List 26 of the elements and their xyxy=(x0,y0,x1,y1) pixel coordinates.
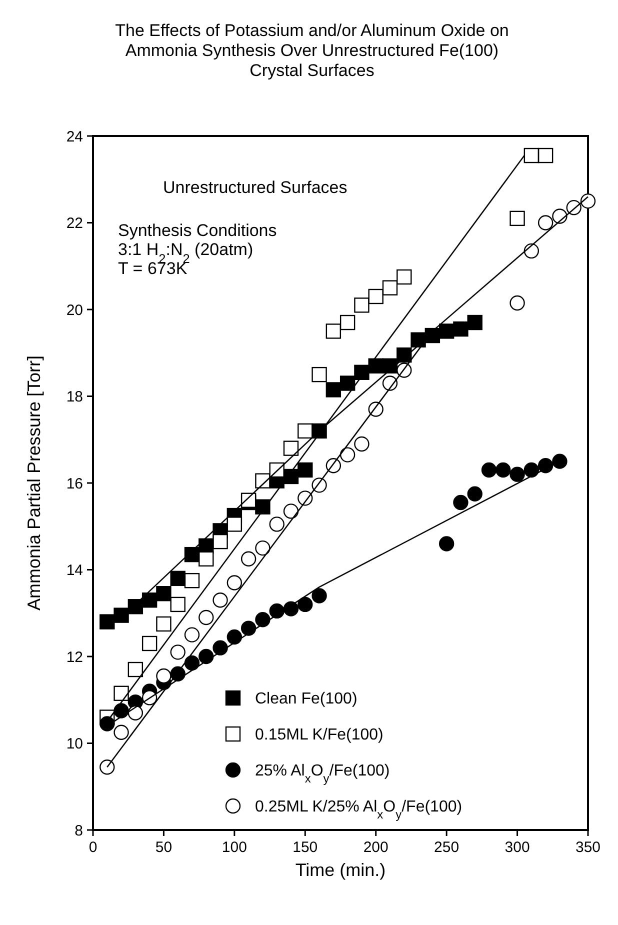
x-tick-label: 0 xyxy=(88,839,98,856)
y-tick-label: 14 xyxy=(66,562,83,579)
y-axis-title: Ammonia Partial Pressure [Torr] xyxy=(24,355,44,611)
y-tick-label: 8 xyxy=(74,822,83,840)
x-tick-label: 350 xyxy=(575,839,601,856)
y-tick-label: 20 xyxy=(66,302,83,319)
x-tick-label: 50 xyxy=(155,839,172,856)
x-tick-label: 100 xyxy=(222,839,247,856)
y-tick-label: 24 xyxy=(66,128,83,146)
chart-title: The Effects of Potassium and/or Aluminum Oxide on Ammonia Synthesis Over Unrestructured Fe(100) Crystal Surfaces xyxy=(115,21,509,80)
x-axis-title: Time (min.) xyxy=(295,860,386,880)
legend-label: 25% Al$_{x}$O$_{y}$/Fe(100) xyxy=(255,762,390,786)
legend-label: 0.15ML K/Fe(100) xyxy=(255,726,384,744)
y-tick-label: 12 xyxy=(66,648,83,666)
y-tick-label: 10 xyxy=(66,736,83,752)
x-tick-label: 300 xyxy=(504,839,530,856)
y-tick-label: 18 xyxy=(66,388,83,406)
x-tick-label: 200 xyxy=(363,839,388,856)
legend-label: 0.25ML K/25% Al$_{x}$O$_{y}$/Fe(100) xyxy=(255,798,462,822)
x-tick-label: 150 xyxy=(292,839,318,856)
annotation: Synthesis Conditions xyxy=(118,221,277,240)
annotation: Unrestructured Surfaces xyxy=(163,178,348,197)
legend-label: Clean Fe(100) xyxy=(255,690,358,708)
y-tick-label: 16 xyxy=(66,475,83,492)
x-tick-label: 250 xyxy=(434,839,460,856)
y-tick-label: 22 xyxy=(66,215,83,232)
